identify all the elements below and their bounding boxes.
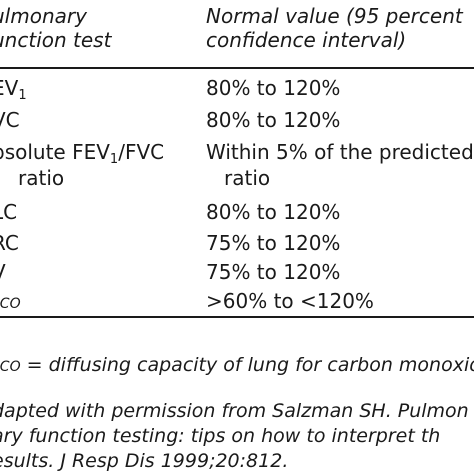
- test-name: LCO: [0, 296, 21, 312]
- header-test-line2: unction test: [0, 28, 112, 52]
- table-bottom-rule: [0, 316, 474, 318]
- value-cell: 80% to 120%: [206, 108, 341, 132]
- column-header-normal-value: Normal value (95 percent confidence inte…: [206, 4, 463, 52]
- test-name-suffix: /FVC: [118, 140, 165, 164]
- test-cell: bsolute FEV1/FVC: [0, 139, 164, 173]
- value-cell: >60% to <120%: [206, 289, 374, 313]
- test-cell: VC: [0, 108, 20, 132]
- value-cell: 75% to 120%: [206, 260, 341, 284]
- column-header-test: ulmonary unction test: [0, 4, 111, 52]
- test-cell: RC: [0, 231, 19, 255]
- value-cell: 75% to 120%: [206, 231, 341, 255]
- test-subscript: 1: [109, 152, 119, 167]
- test-name: bsolute FEV: [0, 140, 110, 164]
- value-cell: 80% to 120%: [206, 76, 341, 100]
- header-value-line2: confidence interval): [206, 28, 407, 52]
- footnote-source-line3: esults. J Resp Dis 1999;20:812.: [0, 450, 289, 472]
- footnote-dlco: LCO = diffusing capacity of lung for car…: [0, 352, 474, 380]
- footnote-source-line1: dapted with permission from Salzman SH. …: [0, 400, 469, 422]
- test-cell: V: [0, 259, 6, 285]
- test-cell: LC: [0, 200, 18, 224]
- table-top-rule: [0, 67, 474, 69]
- test-name: EV: [0, 76, 19, 100]
- header-test-line1: ulmonary: [0, 4, 87, 28]
- footnote-source-line2: ary function testing: tips on how to int…: [0, 425, 441, 447]
- test-cell: LCO: [0, 288, 21, 317]
- value-cell-line2: ratio: [224, 166, 271, 190]
- table-header: ulmonary unction test Normal value (95 p…: [0, 0, 474, 60]
- value-cell: Within 5% of the predicted: [206, 140, 474, 164]
- test-subscript: 1: [18, 88, 27, 103]
- test-cell: EV1: [0, 75, 27, 109]
- test-cell-line2: ratio: [18, 166, 65, 190]
- value-cell: 80% to 120%: [206, 200, 341, 224]
- footnote-abbrev: LCO: [0, 359, 21, 375]
- header-value-line1: Normal value (95 percent: [206, 4, 463, 28]
- footnote-definition: = diffusing capacity of lung for carbon …: [20, 354, 474, 376]
